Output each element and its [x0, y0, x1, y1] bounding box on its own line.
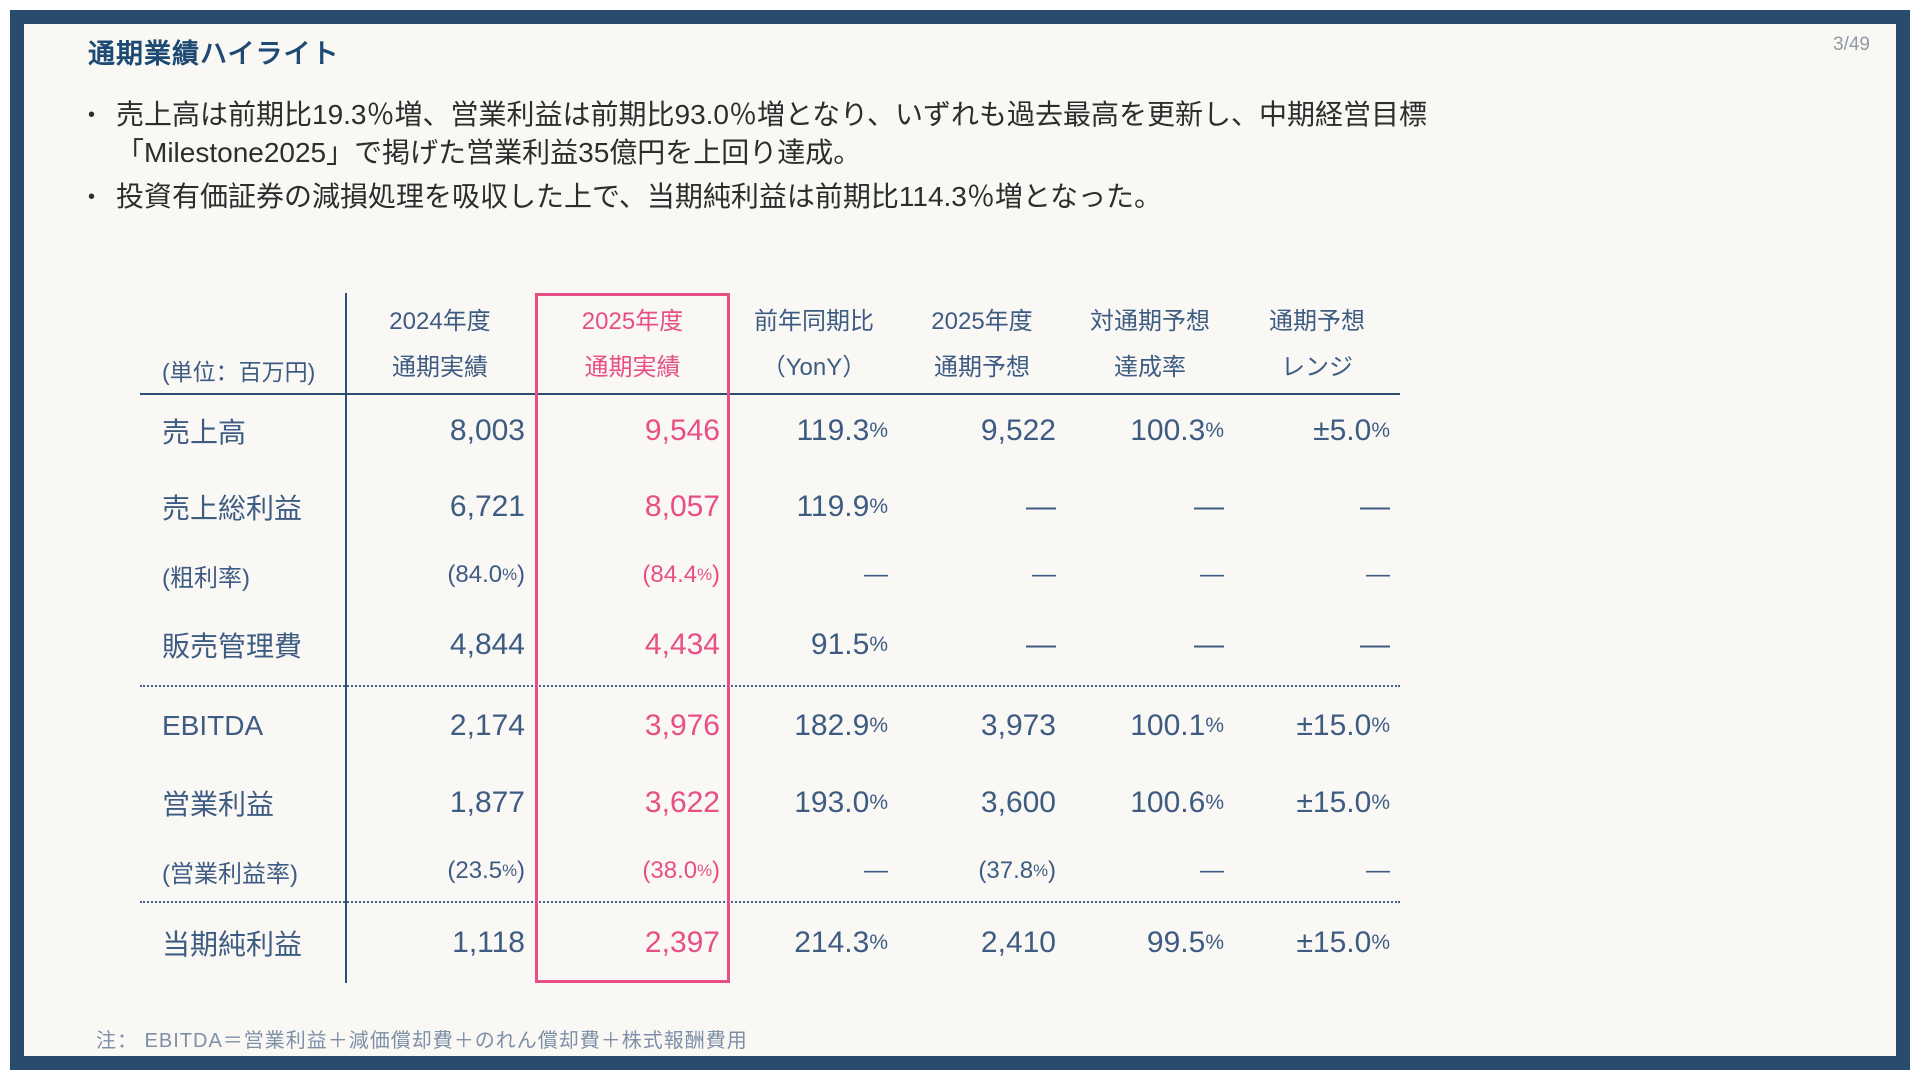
table-cell: (84.0%) [447, 561, 525, 588]
table-cell: 2,174 [449, 709, 525, 742]
bullet-list: • 売上高は前期比19.3％増、営業利益は前期比93.0％増となり、いずれも過去… [88, 96, 1548, 216]
table-cell: 91.5% [810, 628, 888, 661]
bullet-text-line: 「Milestone2025」で掲げた営業利益35億円を上回り達成。 [116, 137, 862, 168]
table-cell: — [1026, 628, 1056, 661]
bullet-text-line: 投資有価証券の減損処理を吸収した上で、当期純利益は前期比114.3％増となった。 [116, 181, 1163, 212]
column-header-line: 通期実績 [392, 354, 488, 381]
table-cell: — [1200, 857, 1224, 884]
table-cell: 4,434 [644, 628, 720, 661]
table-cell: — [1200, 561, 1224, 588]
row-label: 売上高 [162, 417, 247, 448]
column-header-line: （YonY） [761, 354, 867, 381]
table-cell: 9,522 [980, 414, 1056, 447]
column-header-2025-actual: 2025年度 通期実績 [535, 293, 730, 393]
bullet-text: 売上高は前期比19.3％増、営業利益は前期比93.0％増となり、いずれも過去最高… [116, 96, 1548, 172]
bullet-icon: • [88, 186, 96, 208]
column-header-line: 2024年度 [389, 308, 491, 335]
bullet-text: 投資有価証券の減損処理を吸収した上で、当期純利益は前期比114.3％増となった。 [116, 178, 1548, 216]
table-cell: 6,721 [449, 490, 525, 523]
table-cell: — [1194, 490, 1224, 523]
column-header-line: 通期予想 [1269, 308, 1365, 335]
column-header-range: 通期予想 レンジ [1234, 293, 1400, 393]
row-label: 販売管理費 [162, 631, 303, 662]
table-cell: 2,410 [980, 926, 1056, 959]
table-cell: ±5.0% [1313, 414, 1390, 447]
table-cell: — [864, 561, 888, 588]
table-cell: 119.9% [796, 490, 888, 523]
column-divider [345, 293, 347, 983]
table-cell: ±15.0% [1296, 786, 1390, 819]
table-cell: 2,397 [644, 926, 720, 959]
table-cell: 8,057 [644, 490, 720, 523]
page-title: 通期業績ハイライト [88, 39, 340, 69]
row-label: EBITDA [162, 710, 264, 741]
results-table-grid: (単位：百万円) 2024年度 通期実績 2025年度 通期実績 前年同期比 （… [140, 293, 1400, 983]
table-cell: — [1366, 561, 1390, 588]
results-table: (単位：百万円) 2024年度 通期実績 2025年度 通期実績 前年同期比 （… [140, 293, 1400, 983]
table-cell: 1,877 [449, 786, 525, 819]
bullet-item: • 売上高は前期比19.3％増、営業利益は前期比93.0％増となり、いずれも過去… [88, 96, 1548, 172]
table-cell: — [1360, 490, 1390, 523]
column-header-line: 通期予想 [934, 354, 1030, 381]
table-cell: 214.3% [794, 926, 888, 959]
table-cell: (23.5%) [447, 857, 525, 884]
table-unit-label: (単位：百万円) [162, 359, 316, 385]
header-divider [140, 393, 1400, 395]
table-cell: 182.9% [794, 709, 888, 742]
column-header-achievement: 対通期予想 達成率 [1066, 293, 1234, 393]
table-cell: — [1366, 857, 1390, 884]
column-header-line: レンジ [1281, 354, 1353, 381]
row-separator-dotted [140, 685, 1400, 687]
bullet-icon: • [88, 104, 96, 126]
slide-content: 通期業績ハイライト 3/49 • 売上高は前期比19.3％増、営業利益は前期比9… [24, 24, 1896, 1056]
bullet-item: • 投資有価証券の減損処理を吸収した上で、当期純利益は前期比114.3％増となっ… [88, 178, 1548, 216]
column-header-line: 前年同期比 [754, 308, 874, 335]
slide-frame: 通期業績ハイライト 3/49 • 売上高は前期比19.3％増、営業利益は前期比9… [10, 10, 1910, 1070]
table-cell: 100.1% [1130, 709, 1224, 742]
table-cell: 8,003 [449, 414, 525, 447]
column-header-2025-forecast: 2025年度 通期予想 [898, 293, 1066, 393]
table-cell: 119.3% [796, 414, 888, 447]
table-cell: — [864, 857, 888, 884]
table-cell: 1,118 [452, 926, 525, 959]
table-cell: 100.6% [1130, 786, 1224, 819]
table-cell: 3,973 [980, 709, 1056, 742]
table-cell: 3,600 [980, 786, 1056, 819]
table-cell: — [1026, 490, 1056, 523]
row-label: 売上総利益 [162, 493, 303, 524]
table-cell: 4,844 [449, 628, 525, 661]
footnote: 注： EBITDA＝営業利益＋減価償却費＋のれん償却費＋株式報酬費用 [96, 1030, 748, 1052]
column-header-line: 対通期予想 [1090, 308, 1210, 335]
row-label: (営業利益率) [162, 860, 298, 888]
table-cell: (38.0%) [642, 857, 720, 884]
table-cell: — [1194, 628, 1224, 661]
table-cell: — [1032, 561, 1056, 588]
row-label: 当期純利益 [162, 929, 303, 960]
column-header-yony: 前年同期比 （YonY） [730, 293, 898, 393]
table-cell: (37.8%) [978, 857, 1056, 884]
table-cell: ±15.0% [1296, 926, 1390, 959]
table-cell: 3,976 [644, 709, 720, 742]
column-header-2024-actual: 2024年度 通期実績 [345, 293, 535, 393]
column-header-line: 達成率 [1114, 354, 1186, 381]
column-header-line: 通期実績 [584, 354, 681, 381]
table-cell: ±15.0% [1296, 709, 1390, 742]
row-separator-dotted [140, 901, 1400, 903]
row-label: (粗利率) [162, 564, 250, 592]
table-cell: 99.5% [1146, 926, 1224, 959]
table-cell: 193.0% [794, 786, 888, 819]
table-cell: 9,546 [644, 414, 720, 447]
table-cell: (84.4%) [642, 561, 720, 588]
page-number: 3/49 [1833, 34, 1870, 55]
table-cell: 3,622 [644, 786, 720, 819]
column-header-line: 2025年度 [581, 308, 684, 335]
table-cell: 100.3% [1130, 414, 1224, 447]
bullet-text-line: 売上高は前期比19.3％増、営業利益は前期比93.0％増となり、いずれも過去最高… [116, 99, 1428, 130]
column-header-line: 2025年度 [931, 308, 1033, 335]
row-label: 営業利益 [162, 789, 275, 820]
table-cell: — [1360, 628, 1390, 661]
